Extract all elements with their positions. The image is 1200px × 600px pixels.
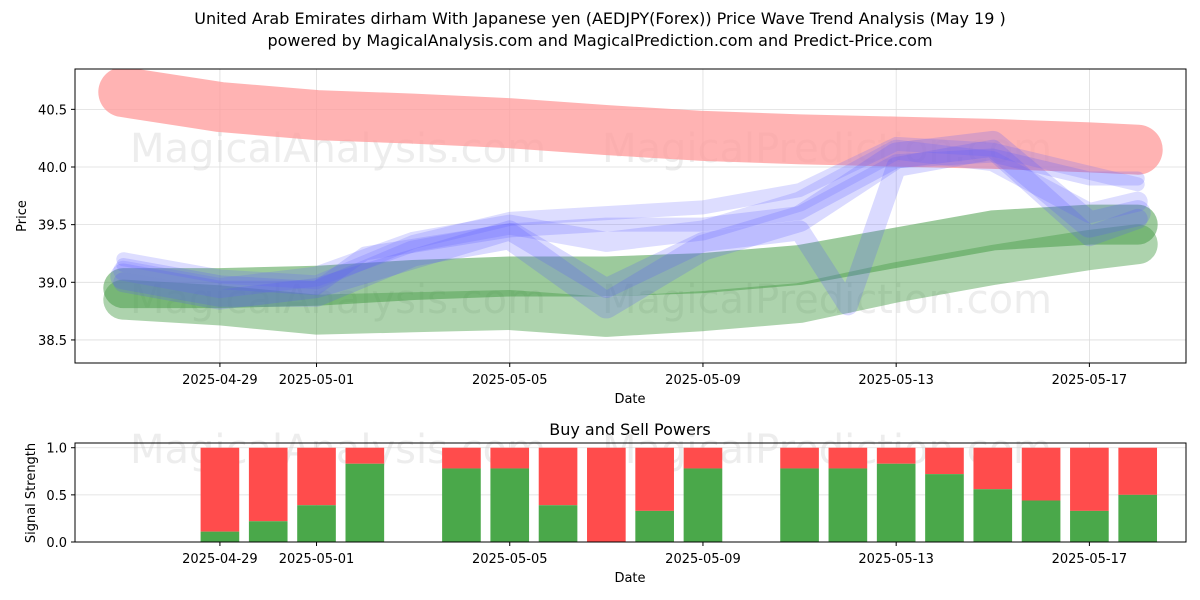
power-plot-frame <box>74 442 1187 543</box>
buy-power-bar <box>248 521 288 542</box>
price-plot-frame <box>74 68 1187 364</box>
sell-power-bar <box>925 447 964 475</box>
price-x-tick-label: 2025-05-17 <box>1052 373 1128 388</box>
price-wave-line <box>113 139 1148 316</box>
price-y-tick-label: 39.5 <box>38 219 67 234</box>
price-y-tick-label: 38.5 <box>38 334 67 349</box>
power-x-axis-label: Date <box>614 571 645 586</box>
buy-power-bar <box>490 468 530 542</box>
price-wave-line <box>116 148 1145 296</box>
buy-power-bar <box>1118 494 1158 542</box>
sell-power-bar <box>683 447 723 469</box>
sell-power-bar <box>587 447 626 542</box>
price-x-tick-label: 2025-04-29 <box>182 373 258 388</box>
power-y-tick-label: 0.0 <box>46 536 67 551</box>
sell-power-bar <box>538 447 578 506</box>
buy-power-bar <box>780 468 819 542</box>
price-y-axis-label: Price <box>15 200 30 232</box>
price-ticks: 2025-04-29 2025-05-01 2025-05-05 2025-05-09… <box>38 103 1127 388</box>
power-x-tick-label: 2025-04-29 <box>182 552 258 567</box>
sell-power-bar <box>876 447 916 464</box>
sell-power-bar <box>442 447 481 469</box>
power-y-tick-label: 1.0 <box>46 442 67 457</box>
sell-power-bar <box>490 447 530 469</box>
watermark-analysis-bottom: MagicalAnalysis.com <box>130 427 546 473</box>
sell-power-bar <box>297 447 336 506</box>
power-y-axis-label: Signal Strength <box>24 443 39 543</box>
sell-power-bar <box>200 447 240 532</box>
sell-power-bar <box>635 447 674 511</box>
buy-power-bar <box>442 468 481 542</box>
price-wave-line <box>116 136 1145 290</box>
price-x-tick-label: 2025-05-01 <box>279 373 355 388</box>
sell-power-bar <box>780 447 819 469</box>
buy-power-bar <box>538 505 578 542</box>
price-band-upper-red <box>98 69 1163 175</box>
price-wave-line <box>110 130 1151 319</box>
price-bands <box>98 69 1163 337</box>
buy-power-bar <box>973 489 1013 542</box>
sell-power-bar <box>345 447 385 464</box>
buy-power-bar <box>683 468 723 542</box>
price-x-tick-label: 2025-05-09 <box>665 373 741 388</box>
price-waves <box>110 130 1151 319</box>
price-y-tick-label: 40.0 <box>38 161 67 176</box>
sell-power-bar <box>1118 447 1158 495</box>
buy-power-bar <box>200 531 240 542</box>
price-y-tick-label: 39.0 <box>38 276 67 291</box>
sell-power-bar <box>1021 447 1061 501</box>
power-chart-title: Buy and Sell Powers <box>549 420 711 439</box>
power-x-tick-label: 2025-05-17 <box>1052 552 1128 567</box>
sell-power-bar <box>973 447 1013 490</box>
buy-power-bar <box>1070 510 1109 542</box>
sell-power-bar <box>248 447 288 522</box>
power-ticks: 2025-04-29 2025-05-01 2025-05-05 2025-05-09… <box>46 442 1127 567</box>
sell-power-bar <box>1070 447 1109 511</box>
price-x-tick-label: 2025-05-13 <box>858 373 934 388</box>
power-x-tick-label: 2025-05-13 <box>858 552 934 567</box>
price-panel: MagicalAnalysis.com MagicalPrediction.co… <box>15 68 1187 407</box>
power-bars <box>200 447 1158 542</box>
buy-power-bar <box>635 510 674 542</box>
price-band-lower-green-1 <box>103 224 1158 337</box>
buy-power-bar <box>1021 500 1061 542</box>
power-x-tick-label: 2025-05-09 <box>665 552 741 567</box>
buy-power-bar <box>345 463 385 542</box>
price-x-axis-label: Date <box>614 392 645 407</box>
power-panel: Buy and Sell Powers MagicalAnalysis.com … <box>24 420 1187 586</box>
power-y-tick-label: 0.5 <box>46 489 67 504</box>
buy-power-bar <box>876 463 916 542</box>
sell-power-bar <box>828 447 868 469</box>
buy-power-bar <box>925 474 964 542</box>
chart-subtitle: powered by MagicalAnalysis.com and Magic… <box>267 31 933 50</box>
power-x-tick-label: 2025-05-05 <box>472 552 548 567</box>
buy-power-bar <box>297 505 336 542</box>
chart-title: United Arab Emirates dirham With Japanes… <box>194 9 1006 28</box>
buy-power-bar <box>828 468 868 542</box>
power-x-tick-label: 2025-05-01 <box>279 552 355 567</box>
price-wave-line <box>113 139 1148 299</box>
price-band-lower-green-2 <box>103 204 1158 309</box>
price-y-tick-label: 40.5 <box>38 103 67 118</box>
price-x-tick-label: 2025-05-05 <box>472 373 548 388</box>
